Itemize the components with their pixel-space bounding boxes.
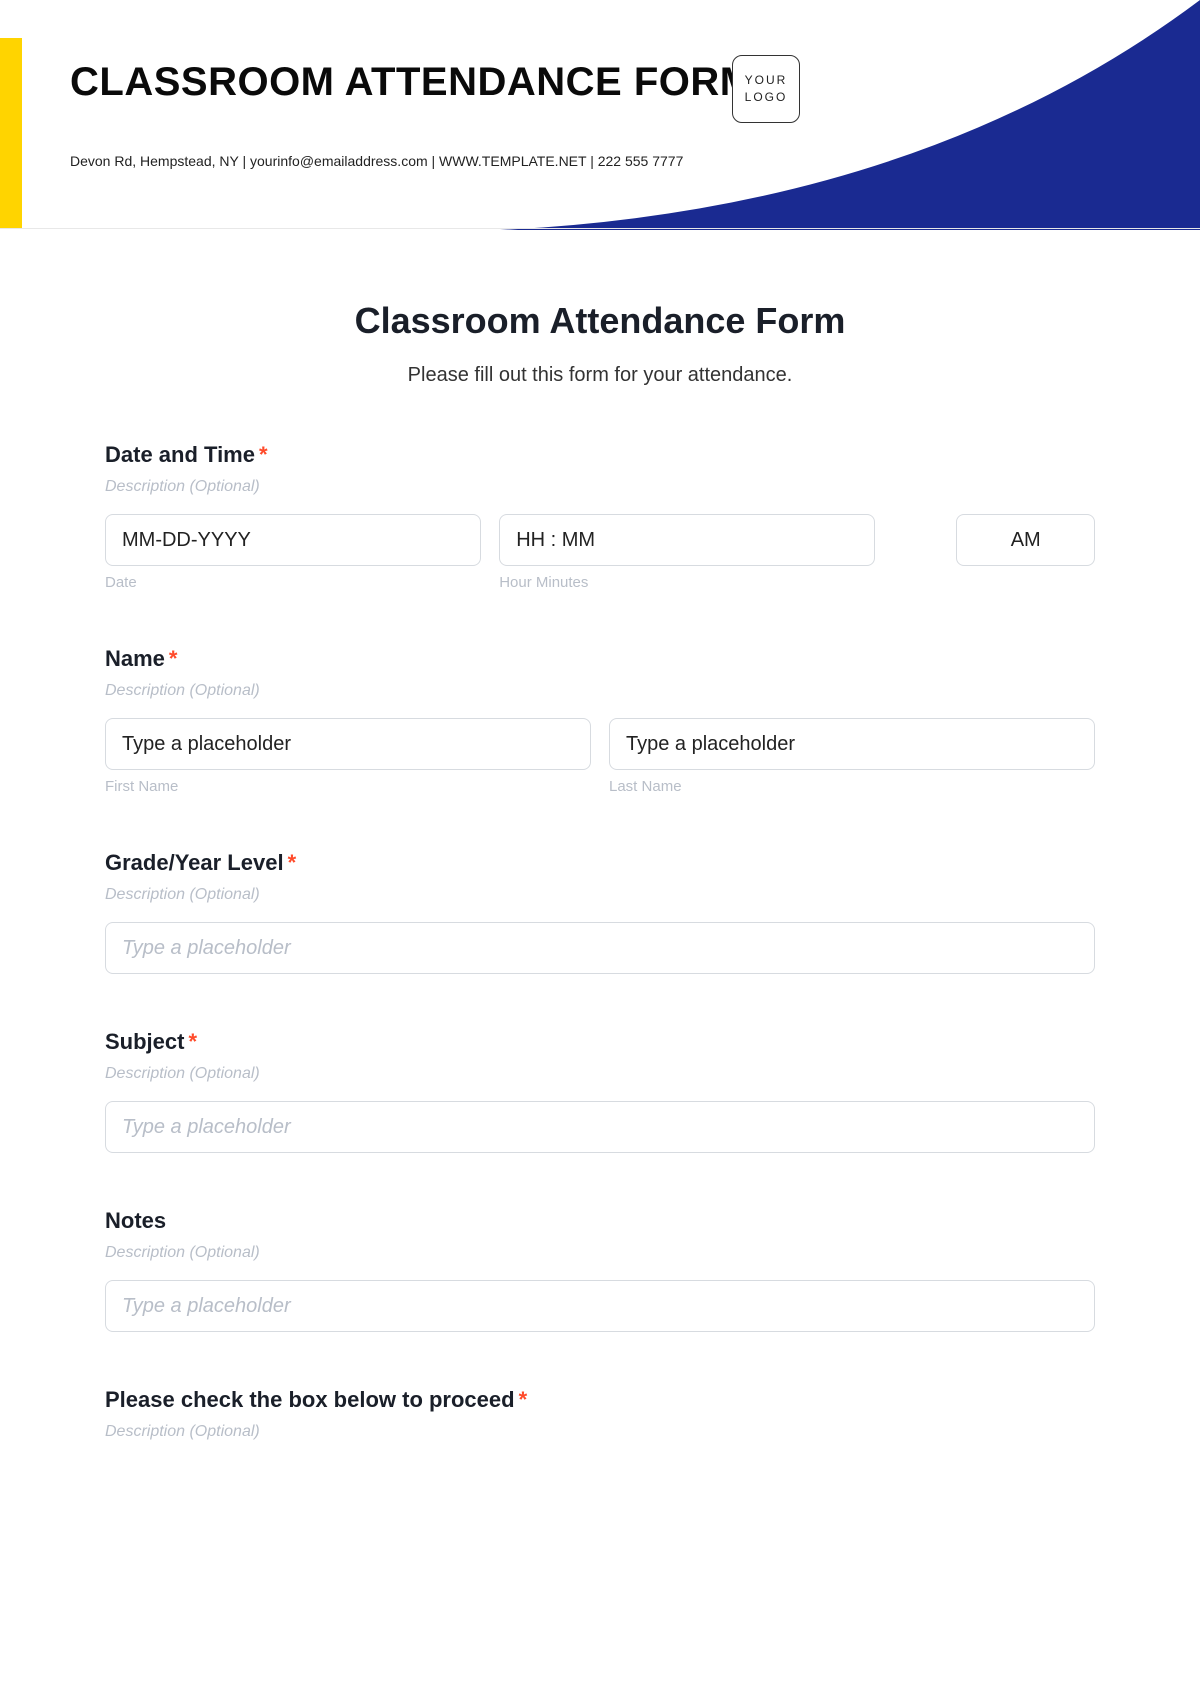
time-input[interactable]: [499, 514, 875, 566]
label-subject: Subject*: [105, 1029, 1095, 1055]
required-star: *: [288, 850, 297, 875]
required-star: *: [169, 646, 178, 671]
subject-input[interactable]: [105, 1101, 1095, 1153]
date-sublabel: Date: [105, 574, 481, 591]
field-notes: Notes Description (Optional): [105, 1208, 1095, 1332]
form-title: Classroom Attendance Form: [105, 300, 1095, 342]
field-grade: Grade/Year Level* Description (Optional): [105, 850, 1095, 974]
field-confirm: Please check the box below to proceed* D…: [105, 1387, 1095, 1441]
last-name-input[interactable]: [609, 718, 1095, 770]
field-datetime: Date and Time* Description (Optional) Da…: [105, 442, 1095, 591]
header-contact: Devon Rd, Hempstead, NY | yourinfo@email…: [70, 153, 1130, 169]
label-notes: Notes: [105, 1208, 1095, 1234]
last-name-sublabel: Last Name: [609, 778, 1095, 795]
label-confirm-text: Please check the box below to proceed: [105, 1387, 515, 1412]
desc-grade: Description (Optional): [105, 886, 1095, 904]
label-notes-text: Notes: [105, 1208, 166, 1233]
desc-name: Description (Optional): [105, 682, 1095, 700]
logo-placeholder: YOUR LOGO: [732, 55, 800, 123]
header: CLASSROOM ATTENDANCE FORM Devon Rd, Hemp…: [70, 60, 1130, 169]
label-grade-text: Grade/Year Level: [105, 850, 284, 875]
label-name: Name*: [105, 646, 1095, 672]
logo-text: YOUR LOGO: [733, 72, 799, 106]
label-confirm: Please check the box below to proceed*: [105, 1387, 1095, 1413]
label-grade: Grade/Year Level*: [105, 850, 1095, 876]
label-datetime: Date and Time*: [105, 442, 1095, 468]
first-name-input[interactable]: [105, 718, 591, 770]
label-name-text: Name: [105, 646, 165, 671]
field-name: Name* Description (Optional) First Name …: [105, 646, 1095, 795]
required-star: *: [519, 1387, 528, 1412]
date-input[interactable]: [105, 514, 481, 566]
form-container: Classroom Attendance Form Please fill ou…: [105, 300, 1095, 1441]
yellow-accent-bar: [0, 38, 22, 228]
desc-subject: Description (Optional): [105, 1065, 1095, 1083]
desc-notes: Description (Optional): [105, 1244, 1095, 1262]
desc-confirm: Description (Optional): [105, 1423, 1095, 1441]
time-sublabel: Hour Minutes: [499, 574, 875, 591]
required-star: *: [188, 1029, 197, 1054]
label-datetime-text: Date and Time: [105, 442, 255, 467]
ampm-input[interactable]: [956, 514, 1095, 566]
form-subtitle: Please fill out this form for your atten…: [105, 364, 1095, 387]
header-title: CLASSROOM ATTENDANCE FORM: [70, 60, 1130, 105]
field-subject: Subject* Description (Optional): [105, 1029, 1095, 1153]
grade-input[interactable]: [105, 922, 1095, 974]
required-star: *: [259, 442, 268, 467]
label-subject-text: Subject: [105, 1029, 184, 1054]
notes-input[interactable]: [105, 1280, 1095, 1332]
header-divider: [0, 228, 1200, 229]
desc-datetime: Description (Optional): [105, 478, 1095, 496]
first-name-sublabel: First Name: [105, 778, 591, 795]
